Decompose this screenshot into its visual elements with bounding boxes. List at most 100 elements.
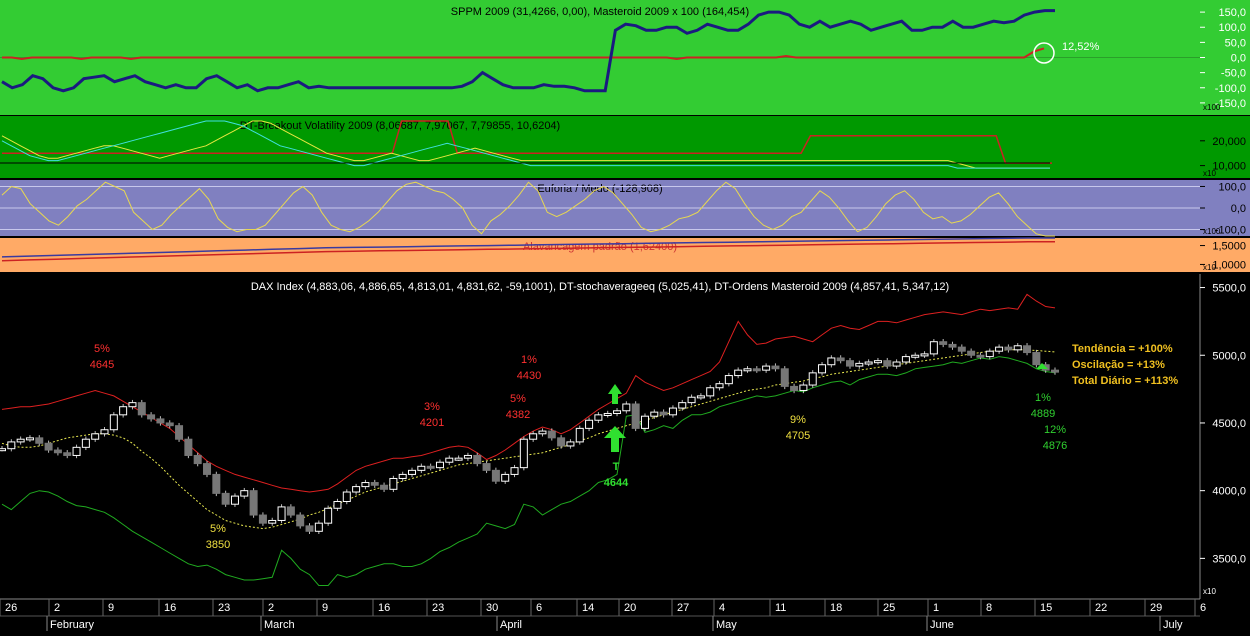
x-day-label: 6	[1200, 602, 1206, 614]
candle-body	[864, 361, 873, 365]
candle-body	[743, 368, 752, 372]
candle-body	[724, 375, 733, 385]
euforia-panel[interactable]: Euforia / Medo (-128,908) 100,0 0,0 -100,0…	[0, 180, 1250, 237]
candle-body	[529, 433, 538, 440]
y-tick-label: -100,0	[1215, 225, 1246, 237]
y-tick-label: 4000,0	[1212, 486, 1246, 498]
candle-body	[268, 519, 277, 524]
candle-body	[967, 350, 976, 356]
candle-body	[855, 362, 864, 367]
candle-body	[799, 384, 808, 391]
euforia-title: Euforia / Medo (-128,908)	[537, 183, 662, 195]
breakout-scale-label: x10	[1203, 169, 1216, 178]
x-month-label: April	[500, 619, 522, 631]
x-day-label: 22	[1095, 602, 1107, 614]
candle-body	[631, 403, 640, 429]
annotation-pct: 5%	[210, 523, 226, 535]
alavancagem-y-ticks: 1,5000 1,0000	[1200, 241, 1246, 271]
alavancagem-scale-label: x10	[1203, 263, 1216, 272]
candle-body	[203, 463, 212, 475]
y-tick-label: 1,0000	[1212, 259, 1246, 271]
alavancagem-axis-area	[1200, 238, 1250, 272]
sppm-y-ticks: 150,0 100,0 50,0 0,0 -50,0 -100,0 -150,0	[1200, 7, 1246, 110]
candle-body	[175, 425, 184, 440]
candle-body	[380, 484, 389, 490]
annotation-pct: 5%	[94, 343, 110, 355]
y-tick-label: 3500,0	[1212, 553, 1246, 565]
candle-body	[995, 346, 1004, 352]
y-tick-label: 20,000	[1212, 136, 1246, 148]
candle-body	[762, 365, 771, 371]
x-month-labels: February March April May June July	[46, 616, 1183, 631]
x-day-label: 14	[582, 602, 594, 614]
y-tick-label: -150,0	[1215, 98, 1246, 110]
candle-body	[1013, 345, 1022, 351]
annotation-pct: 5%	[510, 393, 526, 405]
alavancagem-panel[interactable]: Alavancagem padrão (1,62400) 1,50001,000…	[0, 237, 1250, 272]
candle-body	[463, 454, 472, 459]
candle-body	[985, 350, 994, 358]
annotation-value: 4705	[786, 430, 810, 442]
euforia-scale-label: x100	[1203, 227, 1221, 236]
annotation-value: 3850	[206, 539, 230, 551]
candle-body	[156, 418, 165, 424]
x-day-label: 2	[268, 602, 274, 614]
candle-body	[408, 469, 417, 475]
y-tick-label: 150,0	[1218, 7, 1246, 19]
candle-body	[566, 441, 575, 447]
breakout-y-ticks: 20,000 10,000	[1200, 136, 1246, 173]
y-tick-label: 50,0	[1225, 37, 1246, 49]
annotation-value: 4876	[1043, 440, 1067, 452]
candle-body	[911, 354, 920, 358]
candle-body	[640, 415, 649, 429]
x-day-label: 11	[775, 602, 786, 614]
candle-body	[286, 506, 295, 516]
y-tick-label: 5500,0	[1212, 283, 1246, 295]
candle-body	[165, 422, 174, 427]
candle-body	[473, 454, 482, 465]
x-month-label: July	[1163, 619, 1183, 631]
candle-body	[212, 473, 221, 494]
candle-body	[687, 396, 696, 404]
annotation-value: 4889	[1031, 408, 1055, 420]
candle-body	[258, 514, 267, 524]
candle-body	[957, 346, 966, 352]
y-tick-label: 5000,0	[1212, 350, 1246, 362]
candle-body	[892, 361, 901, 367]
x-day-label: 2	[54, 602, 60, 614]
candle-body	[119, 406, 128, 416]
candle-body	[948, 343, 957, 348]
y-tick-label: -50,0	[1221, 68, 1246, 80]
y-tick-label: 100,0	[1218, 181, 1246, 193]
y-tick-label: 0,0	[1231, 203, 1246, 215]
y-tick-label: 10,000	[1212, 161, 1246, 173]
x-day-label: 30	[486, 602, 498, 614]
candle-body	[193, 454, 202, 465]
candle-body	[883, 360, 892, 367]
x-day-label: 23	[218, 602, 230, 614]
dax-panel[interactable]: DAX Index (4,883,06, 4,886,65, 4,813,01,…	[0, 274, 1246, 599]
candle-body	[333, 501, 342, 509]
candle-body	[678, 402, 687, 409]
candle-body	[240, 490, 249, 497]
candle-body	[622, 403, 631, 412]
candle-body	[417, 465, 426, 471]
sppm-panel[interactable]: SPPM 2009 (31,4266, 0,00), Masteroid 200…	[0, 0, 1250, 115]
x-day-label: 16	[378, 602, 390, 614]
candle-body	[398, 473, 407, 479]
alavancagem-series	[1, 237, 1055, 262]
euforia-y-ticks: 100,0 0,0 -100,0	[1200, 181, 1246, 237]
candle-body	[426, 465, 435, 469]
buy-signal: T 4644	[604, 384, 629, 489]
candle-body	[44, 442, 53, 451]
x-day-label: 9	[322, 602, 328, 614]
candle-body	[501, 473, 510, 482]
candle-body	[296, 514, 305, 527]
candle-body	[389, 477, 398, 490]
x-day-label: 16	[164, 602, 176, 614]
annotation-pct: 9%	[790, 414, 806, 426]
breakout-panel[interactable]: DT-Breakout Volatility 2009 (8,06687, 7,…	[0, 116, 1250, 178]
legend-tendencia: Tendência = +100%	[1072, 343, 1173, 355]
candle-body	[734, 369, 743, 377]
